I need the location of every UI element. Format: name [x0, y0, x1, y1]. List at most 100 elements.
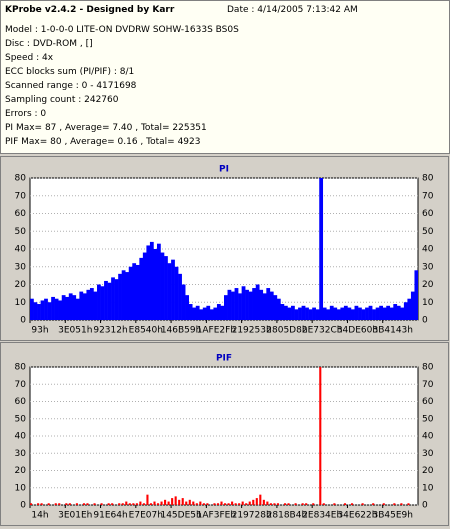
bar — [365, 307, 369, 320]
bar — [128, 266, 133, 320]
bar — [283, 305, 288, 320]
bar — [206, 305, 211, 320]
bar — [206, 503, 209, 505]
app-title: KProbe v2.4.2 - Designed by Karr — [5, 5, 175, 15]
bar — [276, 503, 280, 505]
y-tick-label: 60 — [15, 397, 27, 407]
bar — [37, 503, 40, 505]
bar — [227, 503, 230, 505]
bar — [68, 293, 73, 320]
bar — [238, 503, 241, 505]
bar — [400, 503, 403, 505]
bar — [216, 503, 220, 505]
bar — [298, 307, 302, 320]
bar — [30, 503, 33, 505]
bar — [44, 298, 48, 320]
bar — [386, 305, 391, 320]
y-tick-label: 0 — [20, 501, 26, 511]
bar — [89, 288, 94, 320]
y-tick-label: 20 — [15, 280, 27, 290]
bar — [213, 307, 218, 320]
bar — [97, 284, 101, 320]
bar — [107, 503, 110, 505]
bar — [199, 501, 202, 505]
bar — [54, 298, 59, 320]
bar — [192, 501, 195, 505]
bar — [403, 302, 408, 320]
bar — [132, 503, 135, 505]
chart-title: PIF — [216, 354, 232, 364]
bar — [283, 503, 287, 505]
bar — [393, 304, 398, 320]
bar — [266, 501, 269, 505]
bar — [255, 284, 260, 320]
bar — [139, 257, 144, 320]
bar — [245, 503, 248, 505]
x-tick-label: 1AFE2Fh — [197, 326, 236, 336]
bar — [86, 289, 91, 320]
x-tick-label: 219728h — [232, 511, 272, 521]
bar — [305, 307, 309, 320]
bar — [350, 503, 354, 505]
x-tick-label: 14h — [31, 511, 48, 521]
bar — [121, 503, 124, 505]
bar — [259, 289, 264, 320]
bar — [82, 293, 87, 320]
x-tick-label: 3B4143h — [372, 326, 413, 336]
y2-tick-label: 60 — [422, 397, 434, 407]
bar — [65, 503, 68, 505]
bar — [72, 295, 77, 320]
bar — [354, 305, 359, 320]
bar — [224, 295, 228, 320]
y-tick-label: 30 — [15, 449, 27, 459]
info-line: Model : 1-0-0-0 LITE-ON DVDRW SOHW-1633S… — [5, 25, 239, 35]
x-tick-label: E7E07h — [129, 511, 163, 521]
bar — [47, 302, 52, 320]
bar — [231, 291, 235, 320]
bar — [40, 503, 43, 505]
bar — [234, 288, 239, 320]
bar — [181, 498, 184, 505]
bar — [111, 503, 114, 505]
bar — [389, 307, 394, 320]
bar — [287, 503, 290, 505]
bar — [146, 245, 151, 320]
bar — [160, 501, 163, 505]
bar — [213, 503, 216, 505]
y-tick-label: 40 — [15, 432, 27, 442]
bar — [107, 282, 112, 320]
bar — [164, 499, 167, 505]
bar — [294, 309, 299, 320]
bar — [280, 304, 285, 320]
bar — [93, 291, 98, 320]
bar — [104, 280, 108, 320]
bar — [301, 305, 306, 320]
bar — [350, 309, 355, 320]
bar — [68, 503, 71, 505]
bar — [75, 503, 78, 505]
bar — [202, 503, 205, 505]
bar — [322, 503, 325, 505]
x-tick-label: 145DE5h — [160, 511, 201, 521]
bar — [379, 305, 383, 320]
bar — [171, 498, 174, 505]
bar — [178, 499, 181, 505]
bar — [241, 501, 244, 505]
bar — [33, 302, 38, 320]
bar — [241, 286, 246, 320]
plot-area — [29, 366, 419, 506]
bar — [174, 266, 179, 320]
bar — [178, 273, 182, 320]
bar — [195, 503, 198, 505]
y2-tick-label: 40 — [422, 245, 434, 255]
y-tick-label: 10 — [15, 298, 27, 308]
y-tick-label: 30 — [15, 262, 27, 272]
bar — [139, 501, 142, 505]
bar — [164, 256, 168, 320]
bars — [30, 367, 410, 505]
bar — [82, 503, 86, 505]
bar — [326, 309, 331, 320]
bar — [153, 249, 158, 320]
y2-tick-label: 30 — [422, 262, 434, 272]
bar — [322, 307, 327, 320]
